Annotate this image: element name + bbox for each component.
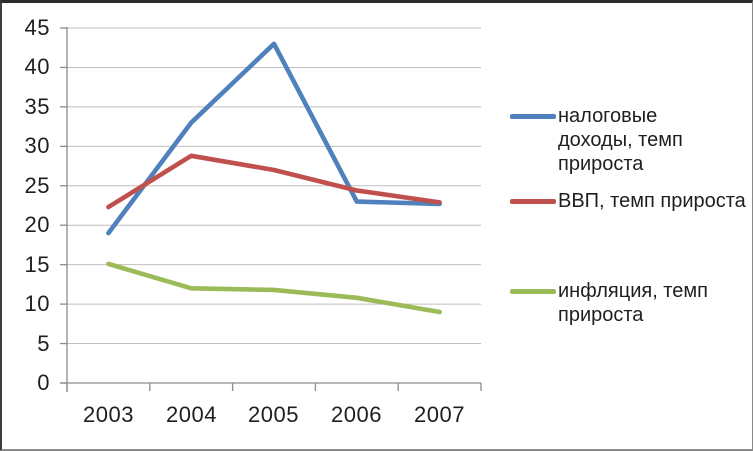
legend-label-line: ВВП, темп прироста <box>558 190 746 212</box>
x-tick-label: 2007 <box>414 402 465 427</box>
legend-label-tax-revenue: налоговые доходы, темп прироста <box>558 104 743 176</box>
legend-swatch-inflation <box>510 289 556 294</box>
series-line-tax-revenue <box>106 41 442 236</box>
y-tick-label: 35 <box>24 94 50 119</box>
y-tick-label: 25 <box>24 173 50 198</box>
series-line-inflation <box>106 261 442 315</box>
legend-label-line: прироста <box>558 304 644 326</box>
legend-swatch-gdp <box>510 199 556 204</box>
legend-label-line: налоговые <box>558 105 658 127</box>
series-line-gdp <box>106 153 442 210</box>
axis-ticks <box>60 27 482 391</box>
y-tick-label: 40 <box>24 54 50 79</box>
legend-label-line: инфляция, темп <box>558 280 708 302</box>
y-tick-label: 0 <box>37 370 50 395</box>
y-tick-label: 45 <box>24 15 50 40</box>
legend-label-gdp: ВВП, темп прироста <box>558 189 746 213</box>
x-tick-label: 2004 <box>166 402 217 427</box>
legend-label-line: прироста <box>558 153 644 175</box>
y-tick-label: 10 <box>24 291 50 316</box>
gridlines <box>67 27 481 345</box>
y-tick-label: 20 <box>24 212 50 237</box>
y-tick-label: 30 <box>24 133 50 158</box>
plot-area <box>60 27 482 392</box>
legend-label-line: доходы, темп <box>558 129 683 151</box>
y-tick-label: 5 <box>37 331 50 356</box>
x-tick-label: 2005 <box>248 402 299 427</box>
x-tick-label: 2003 <box>83 402 134 427</box>
legend-label-inflation: инфляция, темп прироста <box>558 279 743 327</box>
y-tick-label: 15 <box>24 252 50 277</box>
x-tick-label: 2006 <box>331 402 382 427</box>
legend-swatch-tax-revenue <box>510 114 556 119</box>
